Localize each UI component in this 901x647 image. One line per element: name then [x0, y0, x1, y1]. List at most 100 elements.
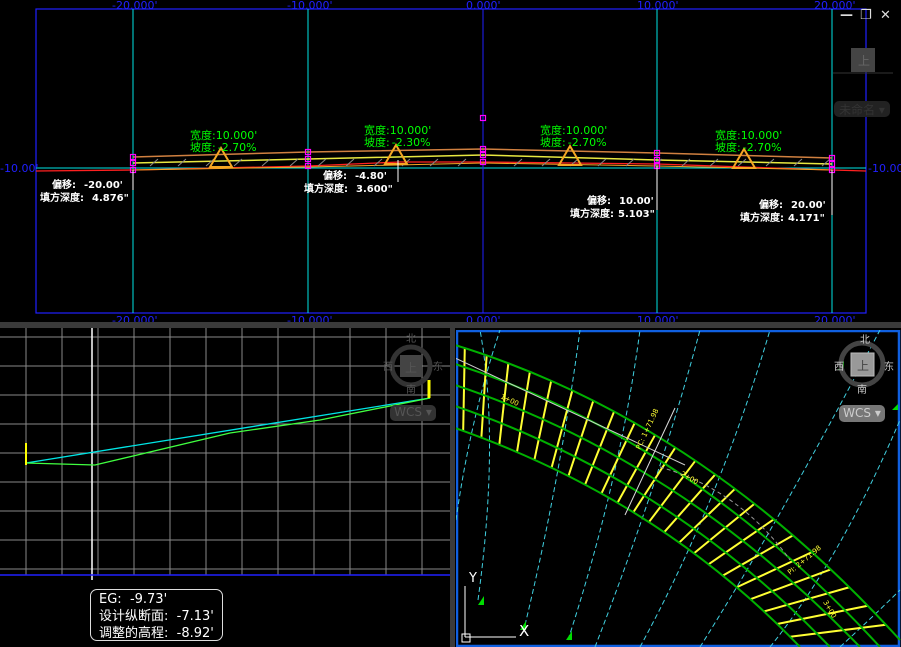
frequency-line	[723, 535, 793, 575]
restore-button[interactable]: ❐	[860, 8, 872, 23]
compass-north[interactable]: 北	[860, 334, 870, 346]
hatch-line	[373, 158, 383, 167]
viewcube[interactable]	[851, 48, 875, 72]
axis-bottom-labels: -20.000' -10.000' 0.000' 10.000' 20.000'	[112, 314, 856, 322]
svg-text:填方深度:4.876": 填方深度: 4.876"	[40, 191, 129, 204]
frequency-line	[517, 372, 530, 452]
point-marker	[129, 153, 137, 161]
hatch-line	[709, 158, 719, 167]
axis-tick-label: -10.000'	[287, 314, 332, 322]
compass-north[interactable]: 北	[406, 333, 416, 345]
minimize-button[interactable]: —	[840, 8, 853, 23]
compass-west[interactable]: 西	[834, 362, 844, 373]
design-profile	[26, 398, 430, 465]
hatch-line	[261, 158, 271, 167]
hatch-line	[233, 158, 243, 167]
existing-ground-profile	[26, 398, 430, 463]
sample-lines	[456, 330, 900, 647]
horizontal-splitter[interactable]	[0, 322, 901, 328]
vertical-splitter[interactable]	[450, 328, 455, 647]
axis-tick-label: -10.000'	[287, 0, 332, 12]
axis-tick-label: 0.000'	[466, 0, 501, 12]
hatch-line	[429, 158, 439, 167]
viewcube[interactable]	[400, 355, 422, 377]
axis-tick-label: 10.000'	[637, 0, 679, 12]
svg-text:2+00: 2+00	[679, 470, 700, 487]
hatch-line	[317, 158, 327, 167]
svg-text:宽度:10.000': 宽度:10.000'	[364, 123, 431, 137]
ucs-menu-button[interactable]: WCS ▾	[390, 405, 436, 421]
point-marker	[479, 114, 487, 122]
corridor-edge	[455, 428, 800, 647]
hatch-line	[345, 158, 355, 167]
corridor-edge	[455, 406, 830, 647]
viewcube-face[interactable]: 上	[857, 359, 869, 373]
hatch-line	[597, 158, 607, 167]
frequency-line	[790, 625, 886, 637]
svg-text:宽度:10.000': 宽度:10.000'	[540, 123, 607, 137]
tooltip-row: EG: -9.73'	[99, 592, 168, 607]
datum-label-right: -10.00'	[868, 162, 901, 175]
ucs-menu-button[interactable]: WCS ▾	[839, 405, 885, 422]
svg-text:坡度:-2.70%: 坡度: -2.70%	[190, 140, 257, 154]
warning-icon	[557, 144, 583, 166]
corridor-edge	[455, 385, 860, 647]
viewcube-ring	[392, 347, 430, 385]
compass-east[interactable]: 东	[884, 360, 894, 373]
hatch-line	[681, 158, 691, 167]
svg-text:偏移:20.00': 偏移: 20.00'	[759, 198, 826, 211]
viewcube-ring	[841, 343, 883, 385]
corridor-edge	[455, 345, 900, 640]
svg-text:坡度:-2.30%: 坡度: -2.30%	[364, 135, 431, 149]
hatch-line	[821, 158, 831, 167]
compass-south[interactable]: 南	[406, 383, 416, 396]
close-button[interactable]: ✕	[880, 8, 891, 23]
ucs-label: 未命名	[839, 103, 876, 117]
point-marker	[129, 159, 137, 167]
frequency-line	[463, 348, 465, 431]
svg-text:偏移:10.00': 偏移: 10.00'	[587, 194, 654, 207]
frequency-line	[709, 519, 774, 564]
compass-west[interactable]: 西	[383, 362, 393, 373]
axis-tick-label: 0.000'	[466, 314, 501, 322]
axis-tick-label: 20.000'	[814, 314, 856, 322]
section-grid	[36, 9, 866, 313]
point-marker	[304, 155, 312, 163]
svg-text:填方深度:4.171": 填方深度: 4.171"	[740, 211, 825, 224]
hatch-line	[793, 158, 803, 167]
alignment-tangent	[455, 358, 685, 465]
frequency-line	[777, 606, 868, 624]
profile-view[interactable]: 北 南 东 西 上	[0, 0, 450, 647]
pc-tick	[625, 408, 675, 515]
viewcube[interactable]	[851, 353, 874, 376]
svg-text:偏移:-4.80': 偏移: -4.80'	[323, 169, 387, 182]
tooltip-row: 调整的高程: -8.92'	[99, 626, 214, 641]
ucs-x-label: X	[519, 622, 529, 640]
point-marker	[479, 145, 487, 153]
ucs-menu-button[interactable]: 未命名 ▾	[834, 101, 890, 117]
hatch-line	[625, 158, 635, 167]
svg-text:宽度:10.000': 宽度:10.000'	[715, 128, 782, 142]
svg-text:坡度:-2.70%: 坡度: -2.70%	[715, 140, 782, 154]
pavement-top	[132, 148, 833, 159]
axis-tick-label: -20.000'	[112, 0, 157, 12]
ucs-icon	[462, 586, 516, 642]
point-marker	[479, 151, 487, 159]
ucs-label: WCS	[843, 406, 872, 420]
fill-hatch	[149, 158, 831, 167]
warning-icon	[208, 146, 234, 168]
alignment-curve	[660, 467, 790, 560]
viewcube-face[interactable]: 上	[858, 54, 870, 68]
compass-east[interactable]: 东	[433, 360, 443, 373]
point-markers	[129, 114, 836, 174]
compass-south[interactable]: 南	[857, 383, 867, 396]
viewcube-face[interactable]: 上	[405, 361, 417, 375]
ucs-label: WCS	[394, 405, 423, 419]
section-view[interactable]: -20.000' -10.000' 0.000' 10.000' 20.000'…	[0, 0, 901, 322]
point-marker	[479, 158, 487, 166]
point-marker	[653, 149, 661, 157]
active-viewport-frame	[457, 331, 899, 646]
svg-text:坡度:-2.70%: 坡度: -2.70%	[540, 135, 607, 149]
corridor-edges	[455, 345, 900, 647]
